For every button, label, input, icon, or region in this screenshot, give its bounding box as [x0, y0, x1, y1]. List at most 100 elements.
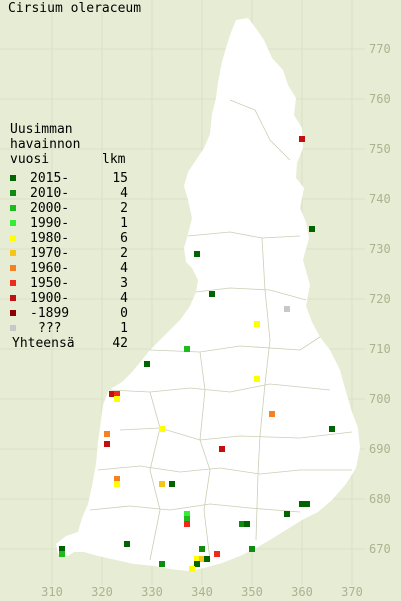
- observation-marker: [209, 291, 215, 297]
- observation-marker: [184, 516, 190, 522]
- observation-marker: [184, 511, 190, 517]
- legend-label: 1900-: [30, 291, 70, 306]
- observation-marker: [159, 481, 165, 487]
- legend-label: 1990-: [30, 216, 70, 231]
- legend-swatch: [10, 235, 16, 241]
- observation-marker: [249, 546, 255, 552]
- legend-item: 1970- 2: [0, 246, 140, 261]
- observation-marker: [269, 411, 275, 417]
- legend-item: ??? 1: [0, 321, 140, 336]
- observation-marker: [159, 426, 165, 432]
- observation-marker: [304, 501, 310, 507]
- observation-marker: [189, 566, 195, 572]
- legend-label: -1899: [30, 306, 70, 321]
- observation-marker: [104, 431, 110, 437]
- observation-marker: [329, 426, 335, 432]
- legend-label: 1950-: [30, 276, 70, 291]
- y-tick-label: 730: [369, 242, 391, 256]
- y-tick-label: 690: [369, 442, 391, 456]
- legend-label: 1970-: [30, 246, 70, 261]
- legend-total-label: Yhteensä: [12, 336, 75, 351]
- y-tick-label: 700: [369, 392, 391, 406]
- region-borders: [89, 99, 353, 561]
- observation-marker: [254, 321, 260, 327]
- region-border: [149, 391, 161, 561]
- region-border: [119, 427, 353, 441]
- legend-heading-2: havainnon: [10, 137, 81, 152]
- y-tick-label: 720: [369, 292, 391, 306]
- observation-marker: [114, 481, 120, 487]
- legend-swatch: [10, 250, 16, 256]
- y-tick-label: 770: [369, 42, 391, 56]
- observation-marker: [109, 391, 115, 397]
- observation-marker: [184, 346, 190, 352]
- region-border: [109, 383, 331, 393]
- observation-marker: [219, 446, 225, 452]
- region-border: [255, 237, 271, 541]
- legend-swatch: [10, 280, 16, 286]
- legend-swatch: [10, 265, 16, 271]
- legend-count: 3: [120, 276, 128, 291]
- legend-label: 2015-: [30, 171, 70, 186]
- legend-count: 1: [120, 216, 128, 231]
- observation-marker: [194, 251, 200, 257]
- observation-marker: [214, 551, 220, 557]
- y-tick-label: 750: [369, 142, 391, 156]
- legend-label: 2010-: [30, 186, 70, 201]
- observation-marker: [194, 561, 200, 567]
- observation-marker: [309, 226, 315, 232]
- legend-item: 2000- 2: [0, 201, 140, 216]
- legend-label: ???: [38, 321, 62, 336]
- observation-marker: [104, 441, 110, 447]
- legend-total-count: 42: [112, 336, 128, 351]
- legend-count: 6: [120, 231, 128, 246]
- legend-item: 2010- 4: [0, 186, 140, 201]
- legend-count: 4: [120, 186, 128, 201]
- observation-marker: [184, 521, 190, 527]
- legend-item: 1960- 4: [0, 261, 140, 276]
- legend-swatch: [10, 205, 16, 211]
- y-axis-ticks: 770 760 750 740 730 720 710 700 690 680 670: [369, 42, 391, 556]
- x-tick-label: 370: [341, 585, 363, 599]
- legend-item: 1980- 6: [0, 231, 140, 246]
- legend-count: 4: [120, 291, 128, 306]
- observation-marker: [124, 541, 130, 547]
- x-axis-ticks: 310 320 330 340 350 360 370: [41, 585, 363, 599]
- y-tick-label: 710: [369, 342, 391, 356]
- legend-swatch: [10, 325, 16, 331]
- observation-marker: [159, 561, 165, 567]
- observation-marker: [284, 511, 290, 517]
- region-border: [97, 465, 352, 475]
- species-title: Cirsium oleraceum: [8, 1, 142, 16]
- finland-land: [56, 18, 360, 571]
- legend-item: 1950- 3: [0, 276, 140, 291]
- region-border: [229, 99, 291, 161]
- observation-marker: [299, 136, 305, 142]
- x-tick-label: 330: [141, 585, 163, 599]
- legend-count: 4: [120, 261, 128, 276]
- y-tick-label: 760: [369, 92, 391, 106]
- legend-heading-1: Uusimman: [10, 122, 73, 137]
- observation-marker: [204, 556, 210, 562]
- x-tick-label: 350: [241, 585, 263, 599]
- legend-col-count: lkm: [102, 152, 126, 167]
- observation-marker: [114, 391, 120, 397]
- observation-marker: [244, 521, 250, 527]
- observation-marker: [59, 546, 65, 552]
- legend-swatch: [10, 295, 16, 301]
- legend-count: 1: [120, 321, 128, 336]
- legend-item: 2015- 15: [0, 171, 140, 186]
- y-tick-label: 670: [369, 542, 391, 556]
- observation-marker: [299, 501, 305, 507]
- region-border: [89, 503, 301, 513]
- legend-count: 2: [120, 246, 128, 261]
- legend-label: 1980-: [30, 231, 70, 246]
- observation-marker: [239, 521, 245, 527]
- legend-count: 2: [120, 201, 128, 216]
- observation-marker: [254, 376, 260, 382]
- y-tick-label: 740: [369, 192, 391, 206]
- x-tick-label: 340: [191, 585, 213, 599]
- legend-swatch: [10, 175, 16, 181]
